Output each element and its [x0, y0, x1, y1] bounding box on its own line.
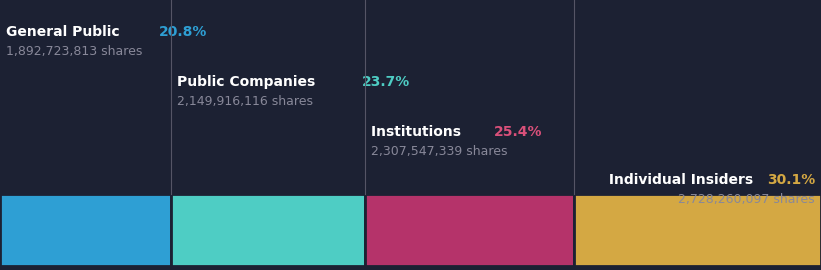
- Text: 25.4%: 25.4%: [493, 125, 542, 139]
- Bar: [574, 194, 821, 266]
- Bar: [365, 194, 574, 266]
- Text: Public Companies: Public Companies: [177, 75, 320, 89]
- Text: 23.7%: 23.7%: [361, 75, 410, 89]
- Text: 2,307,547,339 shares: 2,307,547,339 shares: [371, 146, 508, 158]
- Bar: [0, 194, 171, 266]
- Text: Individual Insiders: Individual Insiders: [603, 173, 753, 187]
- Bar: [171, 194, 365, 266]
- Text: 2,728,260,097 shares: 2,728,260,097 shares: [678, 194, 815, 207]
- Text: 2,149,916,116 shares: 2,149,916,116 shares: [177, 96, 313, 109]
- Text: General Public: General Public: [6, 25, 125, 39]
- Text: 20.8%: 20.8%: [159, 25, 207, 39]
- Text: 30.1%: 30.1%: [767, 173, 815, 187]
- Text: Institutions: Institutions: [371, 125, 466, 139]
- Text: 1,892,723,813 shares: 1,892,723,813 shares: [6, 46, 142, 59]
